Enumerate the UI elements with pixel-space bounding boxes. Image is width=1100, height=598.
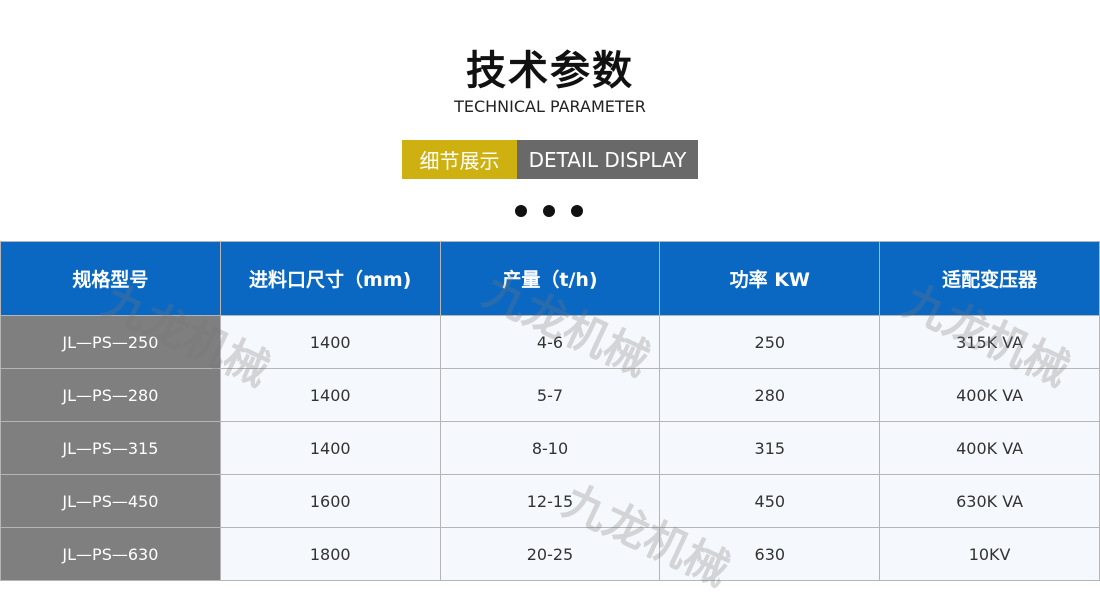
- column-header: 规格型号: [0, 241, 221, 316]
- power-cell: 280: [659, 368, 881, 422]
- table-row: JL—PS—630 1800 20-25 630 10KV: [0, 527, 1100, 581]
- feed-size-cell: 1400: [219, 315, 441, 369]
- capacity-cell: 5-7: [439, 368, 661, 422]
- column-header: 进料口尺寸（mm): [219, 241, 441, 316]
- capacity-cell: 4-6: [439, 315, 661, 369]
- table-row: JL—PS—315 1400 8-10 315 400K VA: [0, 421, 1100, 475]
- model-cell: JL—PS—315: [0, 421, 221, 475]
- table-row: JL—PS—280 1400 5-7 280 400K VA: [0, 368, 1100, 422]
- table-row: JL—PS—450 1600 12-15 450 630K VA: [0, 474, 1100, 528]
- feed-size-cell: 1400: [219, 368, 441, 422]
- page-subtitle: TECHNICAL PARAMETER: [454, 97, 646, 116]
- transformer-cell: 400K VA: [879, 421, 1100, 475]
- capacity-cell: 20-25: [439, 527, 661, 581]
- parameter-table: 规格型号 进料口尺寸（mm) 产量（t/h) 功率 KW 适配变压器 JL—PS…: [0, 241, 1100, 581]
- power-cell: 450: [659, 474, 881, 528]
- banner-cn-label: 细节展示: [402, 140, 517, 179]
- model-cell: JL—PS—450: [0, 474, 221, 528]
- power-cell: 315: [659, 421, 881, 475]
- column-header: 功率 KW: [659, 241, 881, 316]
- banner-en-label: DETAIL DISPLAY: [517, 140, 698, 179]
- detail-banner: 细节展示 DETAIL DISPLAY: [402, 140, 698, 179]
- transformer-cell: 10KV: [879, 527, 1100, 581]
- transformer-cell: 315K VA: [879, 315, 1100, 369]
- capacity-cell: 8-10: [439, 421, 661, 475]
- feed-size-cell: 1800: [219, 527, 441, 581]
- power-cell: 250: [659, 315, 881, 369]
- transformer-cell: 400K VA: [879, 368, 1100, 422]
- capacity-cell: 12-15: [439, 474, 661, 528]
- feed-size-cell: 1600: [219, 474, 441, 528]
- transformer-cell: 630K VA: [879, 474, 1100, 528]
- table-header-row: 规格型号 进料口尺寸（mm) 产量（t/h) 功率 KW 适配变压器: [0, 241, 1100, 316]
- model-cell: JL—PS—280: [0, 368, 221, 422]
- dots-divider: [515, 205, 583, 217]
- page-title: 技术参数: [466, 48, 634, 94]
- model-cell: JL—PS—250: [0, 315, 221, 369]
- feed-size-cell: 1400: [219, 421, 441, 475]
- power-cell: 630: [659, 527, 881, 581]
- column-header: 产量（t/h): [439, 241, 661, 316]
- table-row: JL—PS—250 1400 4-6 250 315K VA: [0, 315, 1100, 369]
- model-cell: JL—PS—630: [0, 527, 221, 581]
- column-header: 适配变压器: [879, 241, 1100, 316]
